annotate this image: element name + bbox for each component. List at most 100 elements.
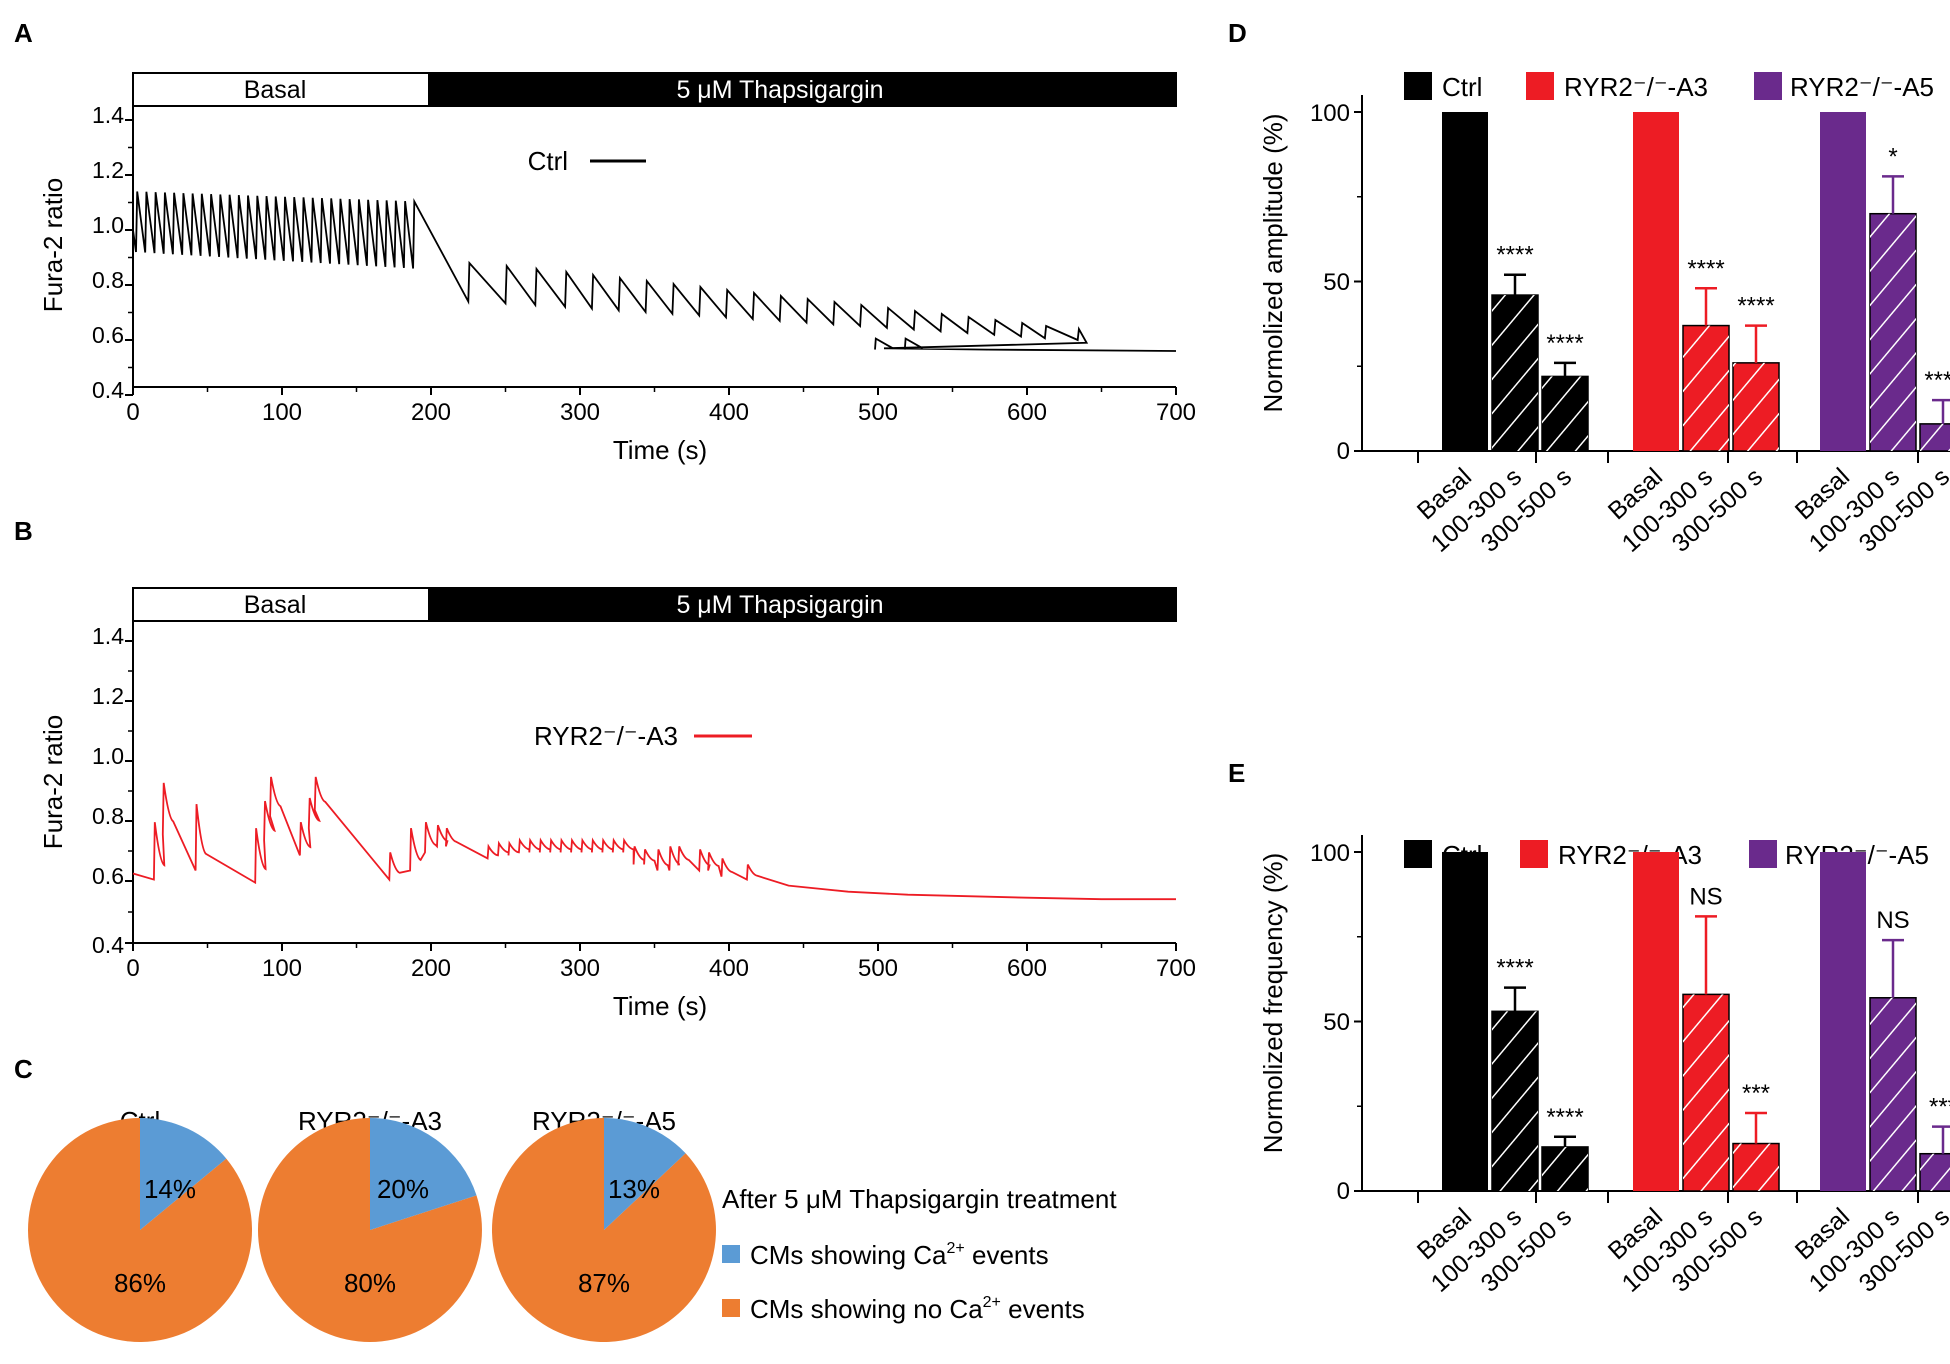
- legend-ctrl: Ctrl: [528, 146, 568, 176]
- pie-orange-pct: 86%: [114, 1268, 166, 1298]
- legend-swatch-ctrl: [1404, 72, 1432, 100]
- pie-charts: Ctrl RYR2⁻/⁻-A3 RYR2⁻/⁻-A5 14% 86% 20% 8…: [28, 1106, 1117, 1343]
- x-tick-label: 500: [858, 399, 898, 426]
- y-tick-label: 0.4: [92, 932, 124, 958]
- x-tick-label: 500: [858, 955, 898, 982]
- significance-label: NS: [1876, 907, 1909, 934]
- y-tick-label: 0.8: [92, 803, 124, 829]
- bar-hatch: [1683, 994, 1729, 1191]
- x-tick-label: 600: [1007, 399, 1047, 426]
- bar: [1820, 852, 1866, 1191]
- bar-hatch: [1542, 1146, 1588, 1191]
- legend-swatch-a3: [1520, 840, 1548, 868]
- pie-blue-pct: 20%: [377, 1174, 429, 1204]
- significance-label: ***: [1742, 1080, 1770, 1107]
- axis-ticks: [1354, 111, 1919, 463]
- x-tick-label: 300: [560, 955, 600, 982]
- basal-label: Basal: [244, 76, 307, 104]
- y-axis-title: Fura-2 ratio: [38, 715, 68, 849]
- bar: [1633, 852, 1679, 1191]
- pie-slice-no-events: [491, 1118, 716, 1343]
- x-tick-label: 700: [1156, 955, 1196, 982]
- pie-slice-no-events: [257, 1117, 482, 1343]
- basal-label: Basal: [244, 591, 307, 619]
- bar-chart-d: Normolized amplitude (%) 100 50 0 Ctrl R…: [1258, 72, 1950, 558]
- x-tick-label: 0: [126, 955, 139, 982]
- x-tick-label: 400: [709, 399, 749, 426]
- bar-hatch: [1492, 295, 1538, 451]
- significance-label: ****: [1546, 1104, 1583, 1131]
- pie-blue-pct: 13%: [608, 1174, 660, 1204]
- pie-slice-events: [604, 1118, 686, 1230]
- legend-swatch-a3: [1526, 72, 1554, 100]
- bar-hatch: [1683, 325, 1729, 451]
- y-axis-title: Fura-2 ratio: [38, 178, 68, 312]
- axis-ticks: [125, 640, 1177, 951]
- bar: [1633, 112, 1679, 451]
- bar-chart-e: Normolized frequency (%) 100 50 0 Ctrl R…: [1258, 835, 1950, 1298]
- x-tick-label: 200: [411, 955, 451, 982]
- x-axis-title: Time (s): [613, 435, 707, 465]
- y-tick-label: 50: [1323, 269, 1350, 296]
- x-tick-label: 200: [411, 399, 451, 426]
- bar-hatch: [1733, 1143, 1779, 1191]
- legend-swatch-blue: [722, 1245, 740, 1263]
- y-tick-label: 0: [1337, 1178, 1350, 1205]
- significance-label: ****: [1737, 293, 1774, 320]
- legend-swatch-a5: [1749, 840, 1777, 868]
- legend-a3: RYR2⁻/⁻-A3: [534, 721, 678, 751]
- axis-ticks: [1354, 851, 1919, 1203]
- significance-label: ****: [1546, 330, 1583, 357]
- ctrl-trace-bump: [874, 337, 894, 350]
- x-tick-label: 600: [1007, 955, 1047, 982]
- bar-hatch: [1492, 1011, 1538, 1191]
- bar-hatch: [1920, 1153, 1950, 1191]
- basal-bar: [132, 72, 430, 107]
- bar: [1442, 852, 1488, 1191]
- legend-swatch-a5: [1754, 72, 1782, 100]
- bar: [1820, 112, 1866, 451]
- pie-blue-pct: 14%: [144, 1174, 196, 1204]
- x-tick-label: 0: [126, 399, 139, 426]
- ctrl-trace: [132, 191, 1177, 352]
- panel-label-c: C: [14, 1054, 33, 1084]
- x-tick-label: 700: [1156, 399, 1196, 426]
- y-tick-label: 0.8: [92, 267, 124, 293]
- y-tick-label: 1.0: [92, 743, 124, 769]
- thapsigargin-bar: [428, 587, 1177, 622]
- x-tick-label: 400: [709, 955, 749, 982]
- y-axis-title: Normolized amplitude (%): [1258, 113, 1288, 412]
- y-tick-label: 0.6: [92, 322, 124, 348]
- bar-hatch: [1920, 423, 1950, 451]
- y-tick-label: 0: [1337, 438, 1350, 465]
- y-tick-label: 1.2: [92, 683, 124, 709]
- y-tick-label: 1.0: [92, 212, 124, 238]
- panel-label-e: E: [1228, 758, 1245, 788]
- bar: [1442, 112, 1488, 451]
- x-tick-label: 300: [560, 399, 600, 426]
- pie-orange-pct: 80%: [344, 1268, 396, 1298]
- x-tick-label: 100: [262, 399, 302, 426]
- significance-label: ****: [1496, 955, 1533, 982]
- significance-label: ****: [1496, 242, 1533, 269]
- legend-a3: RYR2⁻/⁻-A3: [1564, 72, 1708, 102]
- significance-label: ****: [1924, 367, 1950, 394]
- legend-a5: RYR2⁻/⁻-A5: [1790, 72, 1934, 102]
- legend-ctrl: Ctrl: [1442, 72, 1482, 102]
- pie-slice-events: [370, 1118, 477, 1230]
- y-tick-label: 100: [1310, 840, 1350, 867]
- pie-slice-events: [140, 1118, 227, 1230]
- x-tick-label: 100: [262, 955, 302, 982]
- bar-hatch: [1542, 376, 1588, 451]
- pie-orange-pct: 87%: [578, 1268, 630, 1298]
- trace-chart-a: Basal 5 μM Thapsigargin 1.4 1.2 1.0 0.8 …: [38, 72, 1196, 465]
- significance-label: ***: [1929, 1094, 1950, 1121]
- y-tick-label: 0.4: [92, 377, 124, 403]
- panel-label-a: A: [14, 18, 33, 48]
- legend-swatch-orange: [722, 1299, 740, 1317]
- pie-slice-no-events: [28, 1118, 253, 1342]
- bar-hatch: [1870, 997, 1916, 1191]
- thapsigargin-bar: [428, 72, 1177, 107]
- y-axis-title: Normolized frequency (%): [1258, 853, 1288, 1154]
